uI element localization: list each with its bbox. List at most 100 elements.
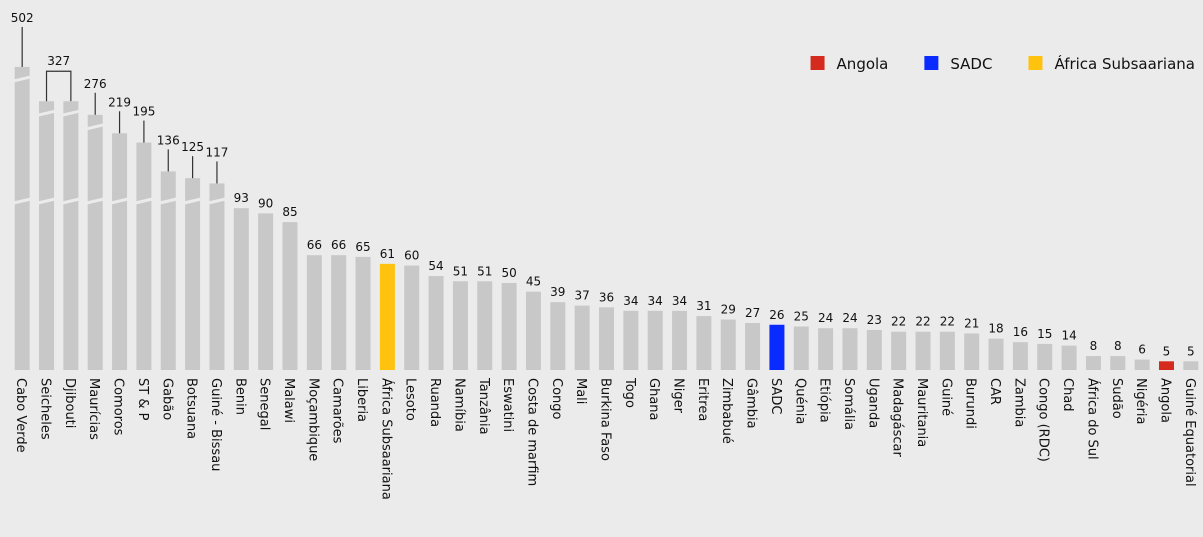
x-tick-label: Gabão <box>159 378 174 420</box>
value-label: 39 <box>550 285 565 299</box>
x-tick-label: Gâmbia <box>744 378 759 429</box>
value-label: 15 <box>1037 327 1052 341</box>
bar <box>818 328 834 370</box>
bar <box>39 101 55 371</box>
bar <box>404 265 420 370</box>
bar <box>599 307 614 370</box>
bar <box>574 305 590 370</box>
value-label: 22 <box>891 315 906 329</box>
bar <box>1037 343 1053 370</box>
bar <box>233 208 249 370</box>
x-tick-label: Botsuana <box>184 378 199 439</box>
x-tick-label: Chad <box>1060 378 1075 412</box>
bar <box>1110 356 1126 370</box>
value-label: 36 <box>599 290 614 304</box>
value-label: 18 <box>988 322 1003 336</box>
x-tick-label: Eritrea <box>695 378 710 421</box>
bar <box>647 310 663 370</box>
bar <box>331 255 347 370</box>
x-tick-label: Burkina Faso <box>598 378 613 461</box>
bar <box>915 331 931 370</box>
bar-break <box>13 75 32 83</box>
bar-break <box>183 197 202 205</box>
bar <box>891 331 907 370</box>
bar <box>477 281 493 370</box>
x-tick-label: Zimbabué <box>719 378 734 444</box>
x-tick-label: Etiópia <box>817 378 832 423</box>
bar-break <box>62 197 80 205</box>
bar <box>355 256 371 370</box>
value-label: 54 <box>428 259 443 273</box>
bar <box>672 310 688 370</box>
value-label: 16 <box>1013 325 1028 339</box>
bar <box>87 114 103 370</box>
bar <box>964 333 980 370</box>
x-tick-label: Benin <box>232 378 247 415</box>
x-tick-label: Tanzânia <box>476 377 491 435</box>
value-label: 34 <box>648 294 663 308</box>
value-label: 34 <box>623 294 638 308</box>
x-tick-label: Guiné <box>938 378 953 416</box>
x-tick-label: África do Sul <box>1084 378 1100 460</box>
bar-break <box>62 109 80 117</box>
bar <box>866 329 882 370</box>
bar-break <box>37 197 56 205</box>
bar <box>185 178 201 370</box>
value-label: 5 <box>1187 344 1195 358</box>
value-label: 136 <box>157 133 180 147</box>
value-label: 24 <box>842 311 857 325</box>
value-label: 51 <box>453 264 468 278</box>
x-tick-label: Somália <box>841 378 856 430</box>
leader-line <box>45 70 72 102</box>
value-label: 50 <box>501 266 516 280</box>
x-tick-label: Djibouti <box>62 378 77 428</box>
legend-label: SADC <box>950 55 992 73</box>
value-label: 66 <box>307 238 322 252</box>
bar-break <box>159 197 178 205</box>
x-tick-label: Eswatini <box>500 378 515 432</box>
value-label: 125 <box>181 140 204 154</box>
value-label: 25 <box>794 310 809 324</box>
value-label: 93 <box>234 191 249 205</box>
bar-break <box>208 197 226 205</box>
value-label: 31 <box>696 299 711 313</box>
value-label: 23 <box>867 313 882 327</box>
x-tick-label: Congo (RDC) <box>1036 378 1051 462</box>
x-tick-label: Liberia <box>354 378 369 422</box>
bar <box>720 319 736 370</box>
bar <box>282 222 298 370</box>
legend-label: África Subsaariana <box>1054 54 1195 73</box>
bar-break <box>86 123 105 131</box>
x-tick-label: Namíbia <box>451 378 466 432</box>
value-label: 5 <box>1163 344 1171 358</box>
x-tick-label: Camarões <box>330 378 345 444</box>
x-tick-label: Mali <box>573 378 588 404</box>
bar <box>258 213 274 370</box>
x-tick-label: SADC <box>768 378 783 414</box>
bar <box>745 323 761 370</box>
bar <box>988 338 1004 370</box>
bar <box>379 263 395 370</box>
bar <box>501 283 517 370</box>
bar <box>1134 359 1150 370</box>
value-label: 26 <box>769 308 784 322</box>
value-label: 24 <box>818 311 833 325</box>
x-tick-label: Senegal <box>257 378 272 430</box>
bar <box>112 133 128 370</box>
value-label: 327 <box>47 54 70 68</box>
x-tick-label: Comoros <box>111 378 126 436</box>
value-label: 195 <box>132 105 155 119</box>
bar <box>1061 345 1077 370</box>
bar <box>306 255 322 370</box>
bar <box>136 142 152 370</box>
bar-break <box>135 197 153 205</box>
x-tick-label: Costa de marfim <box>524 378 539 486</box>
bar <box>14 66 30 371</box>
x-tick-label: Guiné - Bissau <box>208 378 223 471</box>
bar <box>793 326 809 370</box>
x-tick-label: Moçambique <box>305 378 320 461</box>
value-label: 27 <box>745 306 760 320</box>
value-label: 66 <box>331 238 346 252</box>
bar <box>525 291 541 370</box>
x-tick-label: Sudão <box>1109 378 1124 419</box>
